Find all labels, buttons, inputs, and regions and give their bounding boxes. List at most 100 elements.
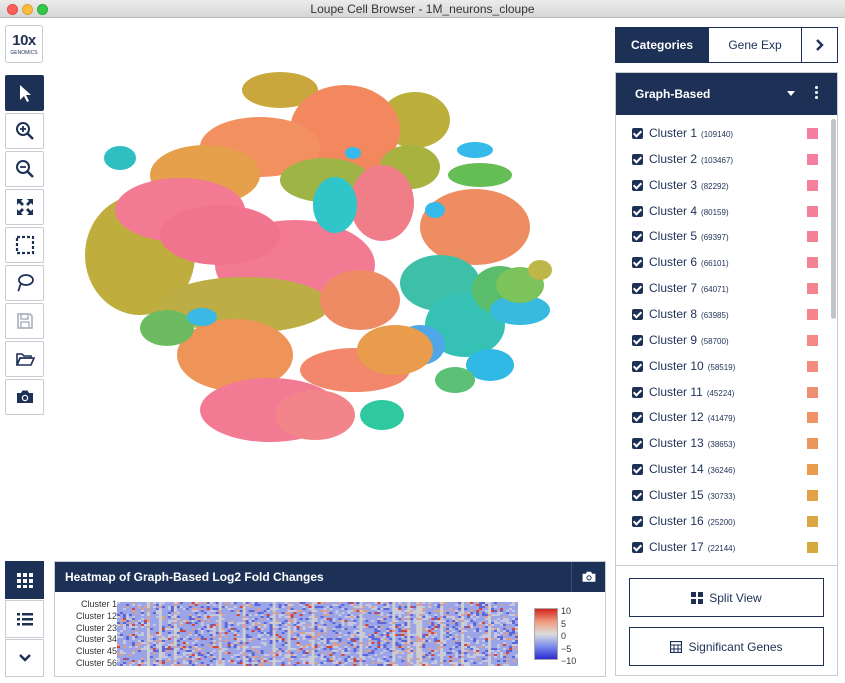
cluster-checkbox[interactable] [632,412,643,424]
heatmap-cell [386,630,390,633]
screenshot-button[interactable] [5,379,44,415]
save-button[interactable] [5,303,44,339]
heatmap-cell [341,658,345,661]
category-dropdown-caret-icon[interactable] [787,91,795,96]
cluster-checkbox[interactable] [632,283,643,295]
cluster-color-swatch[interactable] [807,489,818,501]
heatmap-cell [269,610,273,613]
cluster-color-swatch[interactable] [807,438,818,450]
heatmap-cell [134,622,139,625]
heatmap-cell [503,628,507,631]
heatmap-cell [386,628,390,631]
cluster-checkbox[interactable] [632,179,643,191]
heatmap-cell [137,632,142,635]
cluster-color-swatch[interactable] [807,412,818,424]
cluster-checkbox[interactable] [632,257,643,269]
maximize-window-button[interactable] [37,4,48,15]
minimize-window-button[interactable] [22,4,33,15]
tab-next-button[interactable] [802,28,837,62]
cluster-checkbox[interactable] [632,438,643,450]
cluster-color-swatch[interactable] [807,308,818,320]
close-window-button[interactable] [7,4,18,15]
cluster-row[interactable]: Cluster 15 (30733) [616,484,829,510]
lasso-select-button[interactable] [5,265,44,301]
zoom-in-button[interactable] [5,113,44,149]
heatmap-cell [383,656,387,659]
cluster-checkbox[interactable] [632,308,643,320]
cluster-row[interactable]: Cluster 7 (64071) [616,277,829,303]
heatmap-cell [161,660,166,663]
cluster-color-swatch[interactable] [807,386,818,398]
heatmap-cell [431,636,435,639]
cluster-color-swatch[interactable] [807,360,818,372]
heatmap-scale-ticks: 10 5 0 −5 −10 [561,605,576,668]
cluster-row[interactable]: Cluster 8 (63985) [616,303,829,329]
cluster-checkbox[interactable] [632,205,643,217]
cluster-row[interactable]: Cluster 17 (22144) [616,536,829,561]
heatmap-cell [140,648,145,651]
fit-view-button[interactable] [5,189,44,225]
select-tool-button[interactable] [5,75,44,111]
cluster-color-swatch[interactable] [807,515,818,527]
cluster-row[interactable]: Cluster 6 (66101) [616,251,829,277]
cluster-checkbox[interactable] [632,541,643,553]
cluster-color-swatch[interactable] [807,283,818,295]
heatmap-cell [245,662,249,665]
cluster-row[interactable]: Cluster 14 (36246) [616,458,829,484]
cluster-row[interactable]: Cluster 1 (109140) [616,122,829,148]
split-view-button[interactable]: Split View [629,578,824,617]
cluster-checkbox[interactable] [632,231,643,243]
cluster-row[interactable]: Cluster 11 (45224) [616,381,829,407]
heatmap-cell [500,620,504,623]
cluster-row[interactable]: Cluster 10 (58519) [616,355,829,381]
cluster-color-swatch[interactable] [807,179,818,191]
more-options-icon[interactable] [815,86,819,101]
heatmap-cell [512,642,516,645]
cluster-row[interactable]: Cluster 16 (25200) [616,510,829,536]
list-view-button[interactable] [5,600,44,638]
heatmap-cell [356,620,360,623]
cluster-checkbox[interactable] [632,128,643,139]
cluster-color-swatch[interactable] [807,334,818,346]
cluster-color-swatch[interactable] [807,128,818,139]
heatmap-view-button[interactable] [5,561,44,599]
cluster-checkbox[interactable] [632,360,643,372]
cluster-row[interactable]: Cluster 12 (41479) [616,406,829,432]
heatmap-cell [401,616,405,619]
rectangle-select-button[interactable] [5,227,44,263]
cluster-row[interactable]: Cluster 9 (58700) [616,329,829,355]
cluster-checkbox[interactable] [632,489,643,501]
cluster-color-swatch[interactable] [807,541,818,553]
tsne-scatter-plot[interactable] [70,55,590,465]
cluster-row[interactable]: Cluster 3 (82292) [616,174,829,200]
cluster-checkbox[interactable] [632,334,643,346]
heatmap-cell [458,608,462,611]
heatmap-cell [389,612,393,615]
cluster-checkbox[interactable] [632,153,643,165]
cluster-row[interactable]: Cluster 13 (38653) [616,432,829,458]
zoom-out-button[interactable] [5,151,44,187]
cluster-color-swatch[interactable] [807,257,818,269]
cluster-row[interactable]: Cluster 2 (103467) [616,148,829,174]
cluster-row[interactable]: Cluster 5 (69397) [616,225,829,251]
cluster-checkbox[interactable] [632,515,643,527]
collapse-panel-button[interactable] [5,639,44,677]
heatmap-cell [143,620,148,623]
heatmap-cell [359,630,363,633]
cluster-list-scroll-thumb[interactable] [831,119,836,319]
cluster-row[interactable]: Cluster 4 (80159) [616,200,829,226]
cluster-checkbox[interactable] [632,386,643,398]
heatmap-cell [254,640,258,643]
cluster-color-swatch[interactable] [807,464,818,476]
heatmap-grid[interactable] [117,602,518,666]
cluster-color-swatch[interactable] [807,205,818,217]
tab-categories[interactable]: Categories [616,28,709,62]
cluster-color-swatch[interactable] [807,153,818,165]
heatmap-cell [117,616,121,619]
cluster-checkbox[interactable] [632,464,643,476]
cluster-color-swatch[interactable] [807,231,818,243]
significant-genes-button[interactable]: Significant Genes [629,627,824,666]
heatmap-screenshot-button[interactable] [571,562,605,592]
tab-gene-exp[interactable]: Gene Exp [709,28,802,62]
open-folder-button[interactable] [5,341,44,377]
